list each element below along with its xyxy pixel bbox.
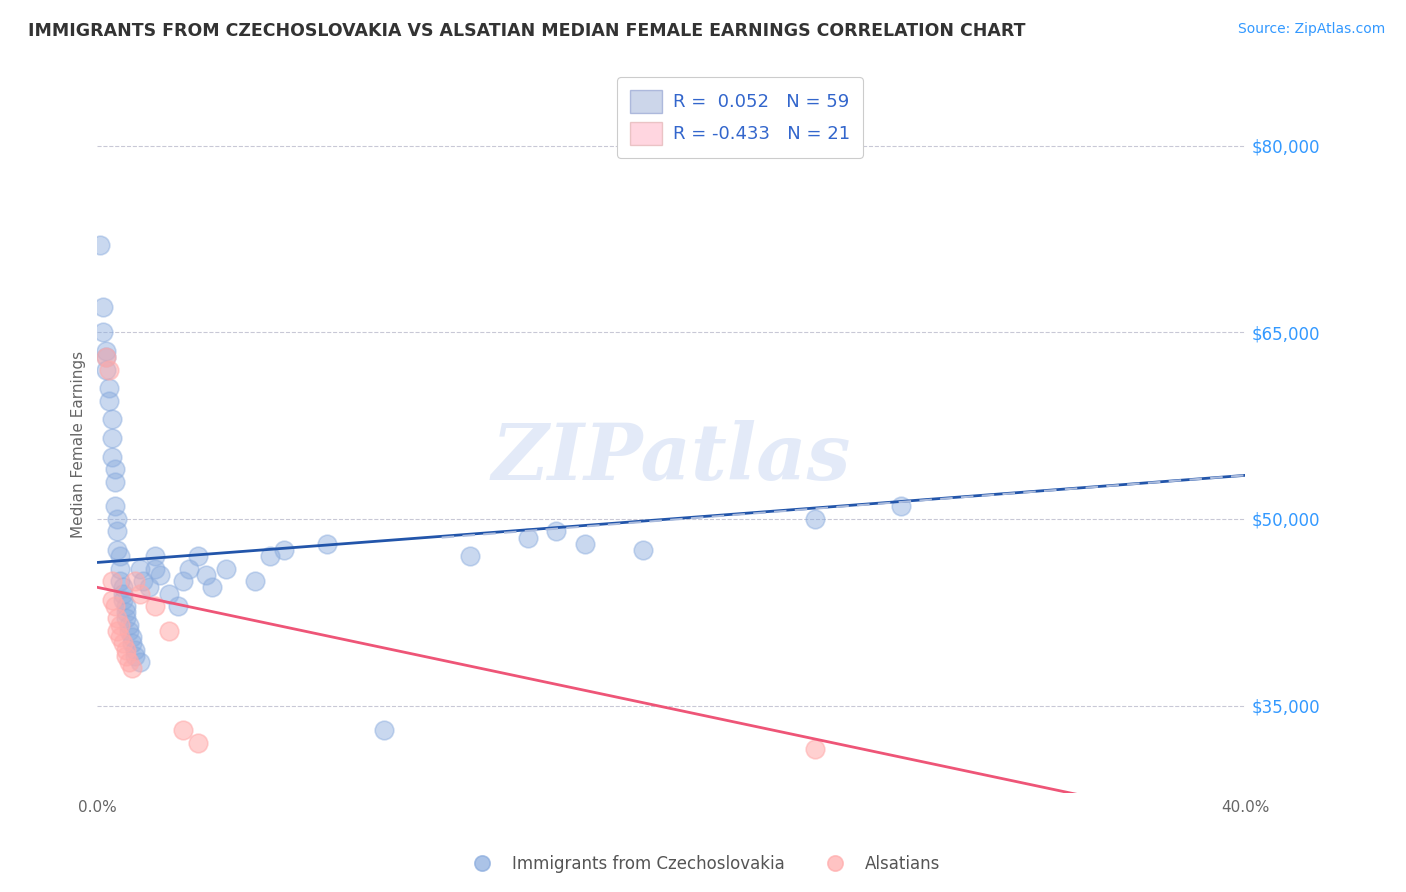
Point [107, 611, 129, 625]
Point [112, 592, 135, 607]
Point [157, 624, 180, 638]
Point [112, 580, 135, 594]
Point [129, 655, 152, 669]
Point [121, 636, 143, 650]
Point [373, 723, 395, 738]
Point [112, 636, 135, 650]
Point [110, 574, 132, 588]
Point [94, 362, 117, 376]
Point [129, 586, 152, 600]
Point [115, 599, 138, 613]
Point [94, 350, 117, 364]
Point [187, 549, 209, 564]
Point [110, 630, 132, 644]
Point [103, 500, 125, 514]
Point [107, 624, 129, 638]
Point [112, 586, 135, 600]
Point [149, 567, 172, 582]
Legend: Immigrants from Czechoslovakia, Alsatians: Immigrants from Czechoslovakia, Alsatian… [458, 848, 948, 880]
Point [118, 624, 141, 638]
Point [132, 574, 155, 588]
Point [110, 562, 132, 576]
Point [89, 238, 111, 252]
Point [118, 655, 141, 669]
Point [129, 562, 152, 576]
Point [157, 586, 180, 600]
Point [124, 574, 146, 588]
Point [115, 605, 138, 619]
Point [100, 574, 122, 588]
Point [890, 500, 912, 514]
Point [143, 599, 166, 613]
Point [201, 580, 224, 594]
Point [803, 742, 825, 756]
Point [103, 475, 125, 489]
Point [97, 362, 120, 376]
Point [97, 381, 120, 395]
Point [115, 611, 138, 625]
Point [631, 543, 654, 558]
Text: Source: ZipAtlas.com: Source: ZipAtlas.com [1237, 22, 1385, 37]
Point [91, 301, 114, 315]
Point [97, 393, 120, 408]
Point [110, 617, 132, 632]
Point [94, 343, 117, 358]
Point [103, 599, 125, 613]
Legend: R =  0.052   N = 59, R = -0.433   N = 21: R = 0.052 N = 59, R = -0.433 N = 21 [617, 77, 863, 158]
Point [118, 617, 141, 632]
Point [107, 543, 129, 558]
Point [138, 580, 160, 594]
Point [215, 562, 238, 576]
Point [273, 543, 295, 558]
Point [803, 512, 825, 526]
Point [94, 350, 117, 364]
Point [259, 549, 281, 564]
Point [243, 574, 266, 588]
Point [121, 630, 143, 644]
Point [100, 592, 122, 607]
Text: IMMIGRANTS FROM CZECHOSLOVAKIA VS ALSATIAN MEDIAN FEMALE EARNINGS CORRELATION CH: IMMIGRANTS FROM CZECHOSLOVAKIA VS ALSATI… [28, 22, 1025, 40]
Point [516, 531, 538, 545]
Point [110, 549, 132, 564]
Point [124, 648, 146, 663]
Point [460, 549, 482, 564]
Point [100, 431, 122, 445]
Point [143, 549, 166, 564]
Point [100, 412, 122, 426]
Point [115, 642, 138, 657]
Point [316, 537, 339, 551]
Point [546, 524, 568, 539]
Point [172, 723, 194, 738]
Point [121, 661, 143, 675]
Point [124, 642, 146, 657]
Y-axis label: Median Female Earnings: Median Female Earnings [72, 351, 86, 538]
Point [574, 537, 596, 551]
Point [143, 562, 166, 576]
Point [172, 574, 194, 588]
Point [107, 524, 129, 539]
Point [187, 736, 209, 750]
Point [115, 648, 138, 663]
Point [100, 450, 122, 464]
Point [195, 567, 218, 582]
Text: ZIPatlas: ZIPatlas [492, 420, 851, 497]
Point [166, 599, 188, 613]
Point [103, 462, 125, 476]
Point [179, 562, 201, 576]
Point [91, 326, 114, 340]
Point [107, 512, 129, 526]
